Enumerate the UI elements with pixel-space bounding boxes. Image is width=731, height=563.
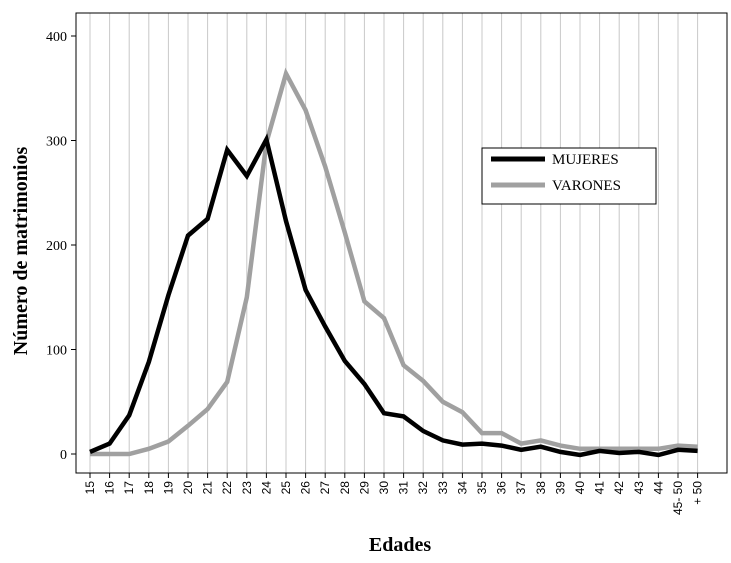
x-tick-label: 27 [318,481,332,495]
x-tick-label: 25 [279,481,293,495]
x-tick-label: 18 [142,481,156,495]
x-tick-label: 19 [161,481,175,495]
x-tick-label: 28 [338,481,352,495]
x-tick-label: 39 [553,481,567,495]
x-tick-label: 36 [495,481,509,495]
x-tick-label: 22 [220,481,234,495]
x-tick-label: 32 [416,481,430,495]
y-tick-label: 0 [60,448,67,463]
x-tick-label: 24 [259,481,273,495]
x-tick-label: + 50 [691,481,705,505]
series-line-varones [90,67,698,457]
x-axis-label: Edades [369,534,431,556]
x-tick-label: 15 [83,481,97,495]
x-tick-label: 31 [397,481,411,495]
x-tick-label: 35 [475,481,489,495]
x-tick-label: 16 [103,481,117,495]
x-tick-label: 17 [122,481,136,495]
x-tick-label: 42 [612,481,626,495]
x-axis: 15 16 17 18 19 20 21 22 23 24 25 26 27 28 29 30 31 32 33 34… [83,473,705,515]
y-axis: 0 100 200 300 400 [46,30,76,463]
x-tick-label: 21 [201,481,215,495]
y-tick-label: 100 [46,344,67,359]
y-tick-label: 200 [46,239,67,254]
y-axis-label: Número de matrimonios [10,147,32,356]
x-tick-label: 30 [377,481,391,495]
x-tick-label: 34 [455,481,469,495]
legend-label-varones: VARONES [552,178,621,194]
grid-lines [89,13,699,473]
x-tick-label: 45- 50 [671,481,685,515]
y-tick-label: 300 [46,135,67,150]
legend: MUJERES VARONES [481,147,657,205]
plot-frame [75,12,728,474]
x-tick-label: 38 [534,481,548,495]
series-line-mujeres [89,133,698,458]
x-tick-label: 40 [573,481,587,495]
x-tick-label: 29 [357,481,371,495]
legend-label-mujeres: MUJERES [552,152,619,168]
x-tick-label: 41 [593,481,607,495]
x-tick-label: 23 [240,481,254,495]
x-tick-label: 26 [299,481,313,495]
y-tick-label: 400 [46,30,67,45]
x-tick-label: 37 [514,481,528,495]
series-group [89,67,698,458]
x-tick-label: 33 [436,481,450,495]
x-tick-label: 44 [651,481,665,495]
x-tick-label: 20 [181,481,195,495]
x-tick-label: 43 [632,481,646,495]
